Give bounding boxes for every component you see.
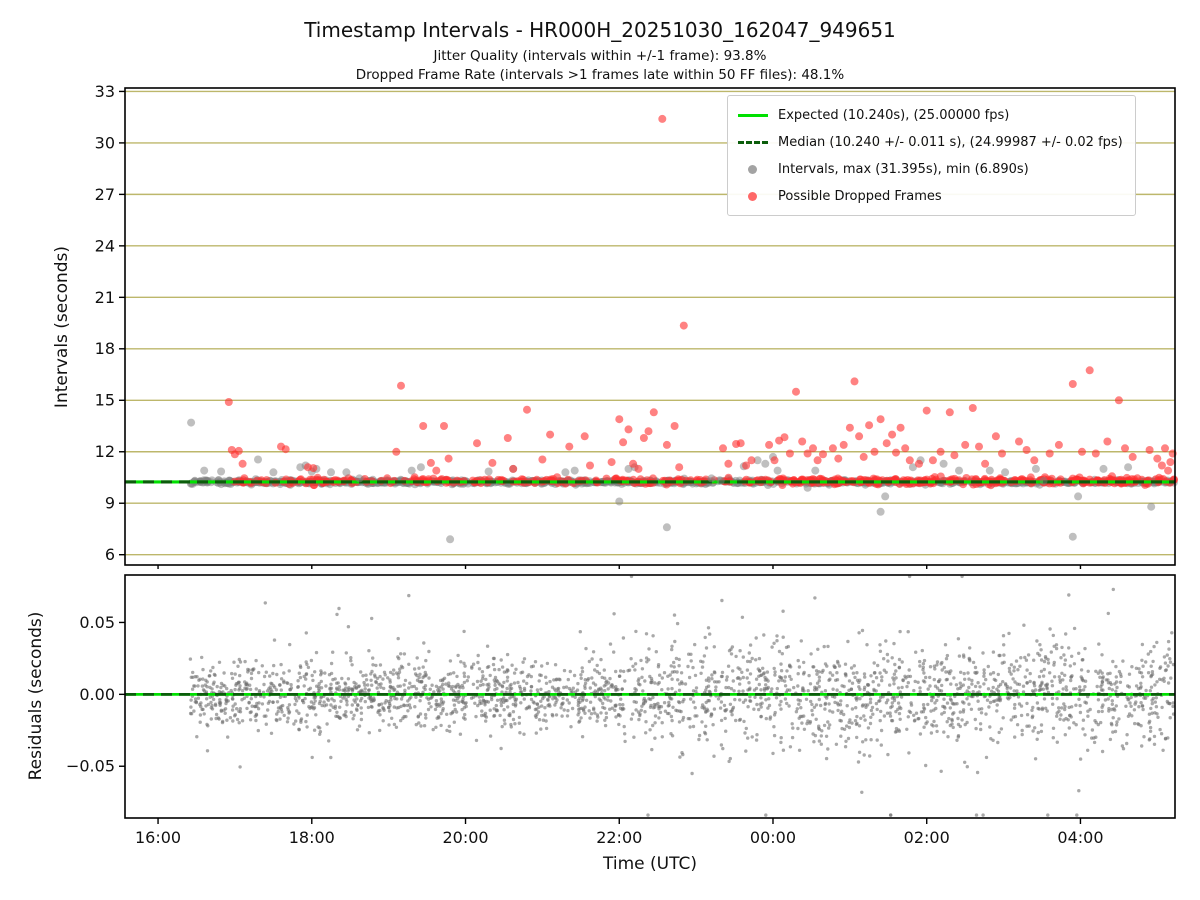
- svg-text:30: 30: [95, 133, 115, 152]
- svg-text:04:00: 04:00: [1057, 828, 1103, 847]
- intervals-dot-swatch: [748, 164, 757, 174]
- jitter-quality-subtitle: Jitter Quality (intervals within +/-1 fr…: [433, 48, 767, 64]
- svg-text:27: 27: [95, 185, 115, 204]
- svg-text:33: 33: [95, 82, 115, 101]
- svg-text:0.05: 0.05: [79, 613, 115, 632]
- residuals-y-axis-label: Residuals (seconds): [26, 611, 46, 781]
- svg-text:−0.05: −0.05: [66, 757, 115, 776]
- svg-text:0.00: 0.00: [79, 685, 115, 704]
- svg-text:15: 15: [95, 391, 115, 410]
- legend-label-expected: Expected (10.240s), (25.00000 fps): [778, 107, 1010, 123]
- time-x-axis-label: Time (UTC): [603, 854, 697, 874]
- svg-text:00:00: 00:00: [750, 828, 796, 847]
- median-dashed-line-swatch: [738, 140, 768, 144]
- svg-text:6: 6: [105, 545, 115, 564]
- legend-label-median: Median (10.240 +/- 0.011 s), (24.99987 +…: [778, 134, 1123, 150]
- legend-item-median: Median (10.240 +/- 0.011 s), (24.99987 +…: [738, 130, 1123, 154]
- svg-text:20:00: 20:00: [442, 828, 488, 847]
- svg-text:18:00: 18:00: [289, 828, 335, 847]
- dropped-frames-dot-swatch: [748, 191, 757, 201]
- svg-text:12: 12: [95, 442, 115, 461]
- dropped-frame-rate-subtitle: Dropped Frame Rate (intervals >1 frames …: [355, 67, 845, 83]
- legend-label-intervals: Intervals, max (31.395s), min (6.890s): [778, 161, 1029, 177]
- svg-text:22:00: 22:00: [596, 828, 642, 847]
- figure-title: Timestamp Intervals - HR000H_20251030_16…: [304, 18, 896, 42]
- legend-item-expected: Expected (10.240s), (25.00000 fps): [738, 103, 1123, 127]
- legend-item-dropped-frames: Possible Dropped Frames: [738, 184, 1123, 208]
- svg-text:21: 21: [95, 288, 115, 307]
- legend-label-dropped-frames: Possible Dropped Frames: [778, 188, 942, 204]
- chart-legend: Expected (10.240s), (25.00000 fps) Media…: [727, 95, 1136, 216]
- svg-text:16:00: 16:00: [135, 828, 181, 847]
- expected-line-swatch: [738, 113, 768, 117]
- intervals-y-axis-label: Intervals (seconds): [52, 245, 72, 409]
- svg-text:02:00: 02:00: [904, 828, 950, 847]
- svg-text:24: 24: [95, 236, 115, 255]
- svg-text:18: 18: [95, 339, 115, 358]
- svg-text:9: 9: [105, 494, 115, 513]
- legend-item-intervals: Intervals, max (31.395s), min (6.890s): [738, 157, 1123, 181]
